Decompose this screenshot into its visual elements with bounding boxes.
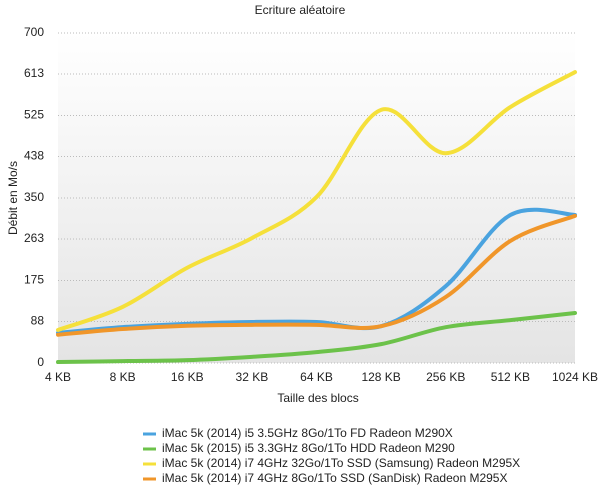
x-tick-label: 512 KB <box>491 370 530 384</box>
x-tick-label: 32 KB <box>236 370 269 384</box>
legend-label: iMac 5k (2015) i5 3.3GHz 8Go/1To HDD Rad… <box>162 441 455 455</box>
y-tick-label: 175 <box>24 273 44 287</box>
x-tick-label: 8 KB <box>110 370 136 384</box>
x-tick-label: 4 KB <box>45 370 71 384</box>
y-tick-label: 613 <box>24 66 44 80</box>
legend-label: iMac 5k (2014) i7 4GHz 8Go/1To SSD (SanD… <box>162 471 508 485</box>
y-tick-label: 438 <box>24 149 44 163</box>
y-tick-label: 0 <box>37 355 44 369</box>
series-line <box>56 311 577 365</box>
y-tick-label: 700 <box>24 25 44 39</box>
y-tick-label: 350 <box>24 190 44 204</box>
x-tick-label: 128 KB <box>361 370 400 384</box>
x-tick-label: 1024 KB <box>552 370 598 384</box>
x-tick-label: 64 KB <box>300 370 333 384</box>
series-line <box>56 70 577 332</box>
x-tick-label: 256 KB <box>426 370 465 384</box>
x-tick-label: 16 KB <box>171 370 204 384</box>
legend-label: iMac 5k (2014) i5 3.5GHz 8Go/1To FD Rade… <box>162 426 453 440</box>
y-tick-label: 263 <box>24 231 44 245</box>
y-tick-label: 88 <box>31 314 45 328</box>
y-axis-label: Débit en Mo/s <box>6 161 20 235</box>
series-line <box>56 213 577 337</box>
legend-label: iMac 5k (2014) i7 4GHz 32Go/1To SSD (Sam… <box>162 456 520 470</box>
y-tick-label: 525 <box>24 108 44 122</box>
x-axis-label: Taille des blocs <box>277 391 358 405</box>
chart-title: Ecriture aléatoire <box>255 3 346 17</box>
